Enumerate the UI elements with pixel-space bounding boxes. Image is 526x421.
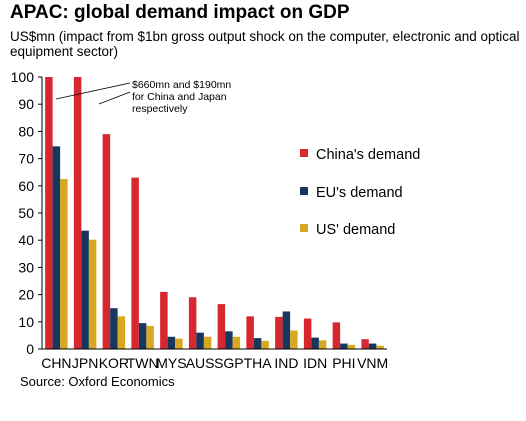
y-tick-label: 100 xyxy=(11,69,35,85)
bar-vnm-us xyxy=(376,345,384,349)
bar-twn-china xyxy=(131,177,139,349)
x-tick-label: KOR xyxy=(99,355,129,371)
annotation-text-line: $660mn and $190mn xyxy=(132,79,231,91)
bar-chn-us xyxy=(60,179,68,349)
bars-group xyxy=(45,77,384,349)
bar-vnm-china xyxy=(361,339,369,349)
bar-phi-us xyxy=(347,344,356,349)
bar-ind-us xyxy=(290,330,298,349)
x-tick-label: THA xyxy=(244,355,273,371)
source-note: Source: Oxford Economics xyxy=(20,374,175,389)
x-tick-label: MYS xyxy=(156,355,186,371)
bar-jpn-china xyxy=(73,77,82,349)
x-tick-label: PHI xyxy=(332,355,355,371)
bar-mys-us xyxy=(175,338,183,349)
bar-twn-us xyxy=(146,325,154,349)
bar-tha-china xyxy=(246,316,254,349)
bar-phi-eu xyxy=(340,343,348,349)
bar-kor-china xyxy=(102,134,111,349)
x-tick-label: TWN xyxy=(127,355,159,371)
bar-sgp-china xyxy=(217,304,226,349)
legend-label: EU's demand xyxy=(316,185,403,201)
legend-label: US' demand xyxy=(316,222,395,238)
annotation-text-line: respectively xyxy=(132,103,188,115)
bar-vnm-eu xyxy=(368,343,377,349)
x-tick-label: AUS xyxy=(186,355,215,371)
y-tick-label: 90 xyxy=(18,96,34,112)
bar-aus-us xyxy=(203,336,212,349)
y-tick-label: 80 xyxy=(18,123,34,139)
bar-ind-china xyxy=(275,316,283,349)
x-tick-label: IDN xyxy=(303,355,327,371)
bar-chn-china xyxy=(45,77,53,349)
y-axis: 0 10 20 30 40 50 60 70 80 90 100 xyxy=(11,69,43,357)
bar-jpn-eu xyxy=(81,230,89,349)
chart-title: APAC: global demand impact on GDP xyxy=(10,2,350,23)
bar-chn-eu xyxy=(52,146,61,349)
chart-subtitle: US$mn (impact from $1bn gross output sho… xyxy=(10,29,520,59)
x-tick-label: SGP xyxy=(214,355,244,371)
x-tick-label: JPN xyxy=(72,355,98,371)
bar-tha-us xyxy=(261,340,269,349)
legend-swatch xyxy=(300,224,308,232)
y-tick-label: 50 xyxy=(18,205,34,221)
bar-sgp-eu xyxy=(225,331,233,349)
bar-twn-eu xyxy=(138,323,147,349)
bar-ind-eu xyxy=(282,311,291,349)
annotation-leader-jpn xyxy=(98,91,131,105)
x-tick-label: VNM xyxy=(357,355,388,371)
bar-idn-china xyxy=(303,318,312,349)
annotation-leader-chn xyxy=(55,82,131,100)
y-tick-label: 60 xyxy=(18,178,34,194)
bar-kor-us xyxy=(117,316,126,349)
x-tick-label: IND xyxy=(274,355,298,371)
bar-aus-eu xyxy=(196,332,204,349)
bar-jpn-us xyxy=(88,239,97,349)
bar-phi-china xyxy=(332,322,341,349)
y-tick-label: 40 xyxy=(18,232,34,248)
legend-swatch xyxy=(300,187,308,195)
bar-mys-eu xyxy=(167,336,176,349)
annotation-text-line: for China and Japan xyxy=(132,91,227,103)
bar-idn-us xyxy=(318,340,327,349)
legend-label: China's demand xyxy=(316,147,420,163)
y-tick-label: 10 xyxy=(18,314,34,330)
bar-idn-eu xyxy=(311,337,319,349)
x-tick-label: CHN xyxy=(41,355,71,371)
y-tick-label: 30 xyxy=(18,259,34,275)
bar-sgp-us xyxy=(232,336,241,349)
bar-kor-eu xyxy=(110,308,118,349)
bar-aus-china xyxy=(188,297,197,349)
legend-swatch xyxy=(300,149,308,157)
y-tick-label: 0 xyxy=(26,341,34,357)
y-tick-label: 20 xyxy=(18,287,34,303)
legend: China's demand EU's demand US' demand xyxy=(300,147,420,238)
bar-tha-eu xyxy=(253,338,262,349)
y-tick-label: 70 xyxy=(18,151,34,167)
bar-mys-china xyxy=(160,291,168,349)
